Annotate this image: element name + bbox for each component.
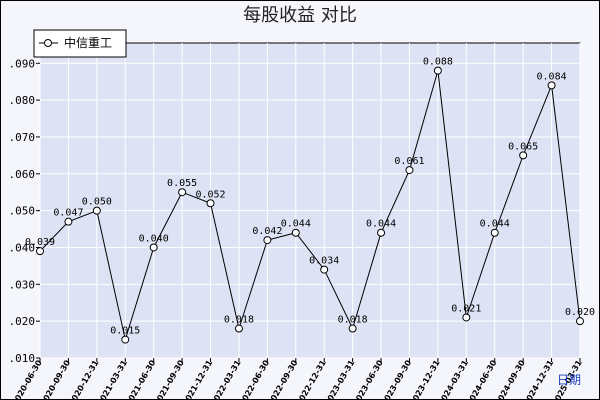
data-label: 0.050 xyxy=(82,197,112,208)
data-point xyxy=(234,324,243,333)
data-point xyxy=(64,217,73,226)
data-point xyxy=(178,188,187,197)
x-tick-label: 2024-12-31 xyxy=(522,358,556,400)
data-label: 0.061 xyxy=(394,156,424,167)
legend-marker xyxy=(44,39,52,47)
data-label: 0.044 xyxy=(281,219,311,230)
y-tick-label: .040 xyxy=(9,241,36,254)
y-tick-label: .080 xyxy=(9,94,36,107)
y-tick-label: .020 xyxy=(9,315,36,328)
y-axis: .010 .020 .030 .040 .050 .060 .070 .080 .090 xyxy=(9,57,40,365)
legend-label: 中信重工 xyxy=(64,35,112,50)
x-tick-label: 2022-12-31 xyxy=(295,358,329,400)
data-label: 0.055 xyxy=(167,178,197,189)
data-point xyxy=(348,324,357,333)
x-tick-label: 2023-12-31 xyxy=(408,358,442,400)
data-label: 0.021 xyxy=(451,303,481,314)
data-label: 0.047 xyxy=(53,208,83,219)
chart-title: 每股收益 对比 xyxy=(243,5,357,26)
data-label: 0.034 xyxy=(309,256,339,267)
x-tick-label: 2023-09-30 xyxy=(380,358,414,400)
x-tick-label: 2022-09-30 xyxy=(266,358,300,400)
x-tick-label: 2021-09-30 xyxy=(152,358,186,400)
data-label: 0.020 xyxy=(565,307,595,318)
data-point xyxy=(547,81,556,90)
data-label: 0.084 xyxy=(537,71,567,82)
data-point xyxy=(490,228,499,237)
legend-box xyxy=(33,29,127,58)
x-axis-unit-label: 日期 xyxy=(557,373,581,387)
data-label: 0.039 xyxy=(25,237,55,248)
x-tick-label: 2024-03-31 xyxy=(437,358,471,400)
data-label: 0.088 xyxy=(423,57,453,68)
data-label: 0.044 xyxy=(366,219,396,230)
data-point xyxy=(519,151,528,160)
data-point xyxy=(462,313,471,322)
x-tick-label: 2024-09-30 xyxy=(494,358,528,400)
data-label: 0.018 xyxy=(224,315,254,326)
data-markers xyxy=(36,66,584,344)
grid xyxy=(39,43,581,359)
y-tick-label: .050 xyxy=(9,205,36,218)
x-tick-label: 2022-03-31 xyxy=(209,358,243,400)
data-point xyxy=(92,206,101,215)
data-point xyxy=(206,199,215,208)
y-tick-label: .010 xyxy=(9,352,36,365)
y-tick-label: .060 xyxy=(9,168,36,181)
x-tick-label: 2022-06-30 xyxy=(238,358,272,400)
data-point xyxy=(121,335,130,344)
data-label: 0.044 xyxy=(480,219,510,230)
x-tick-label: 2023-06-30 xyxy=(351,358,385,400)
x-tick-label: 2021-06-30 xyxy=(124,358,158,400)
data-point xyxy=(291,228,300,237)
data-label: 0.040 xyxy=(139,233,169,244)
data-point xyxy=(405,166,414,175)
data-label: 0.015 xyxy=(110,326,140,337)
data-label: 0.052 xyxy=(195,189,225,200)
x-tick-label: 2024-06-30 xyxy=(465,358,499,400)
data-point xyxy=(263,236,272,245)
x-tick-label: 2020-12-31 xyxy=(67,358,101,400)
y-tick-label: .070 xyxy=(9,131,36,144)
data-point xyxy=(377,228,386,237)
data-point xyxy=(149,243,158,252)
x-tick-label: 2020-09-30 xyxy=(39,358,73,400)
x-tick-label: 2023-03-31 xyxy=(323,358,357,400)
y-tick-label: .030 xyxy=(9,278,36,291)
data-point xyxy=(320,265,329,274)
data-point xyxy=(576,317,584,326)
data-label: 0.065 xyxy=(508,141,538,152)
x-tick-label: 2021-12-31 xyxy=(181,358,215,400)
legend: 中信重工 xyxy=(33,29,127,58)
plot-area xyxy=(39,42,581,359)
data-point xyxy=(36,247,44,256)
x-axis: 2020-06-302020-09-302020-12-312021-03-31… xyxy=(10,358,584,400)
x-tick-label: 2021-03-31 xyxy=(96,358,130,400)
data-label: 0.042 xyxy=(252,226,282,237)
series-line xyxy=(39,70,581,342)
data-label: 0.018 xyxy=(338,315,368,326)
y-tick-label: .090 xyxy=(9,57,36,70)
data-point xyxy=(433,66,442,75)
